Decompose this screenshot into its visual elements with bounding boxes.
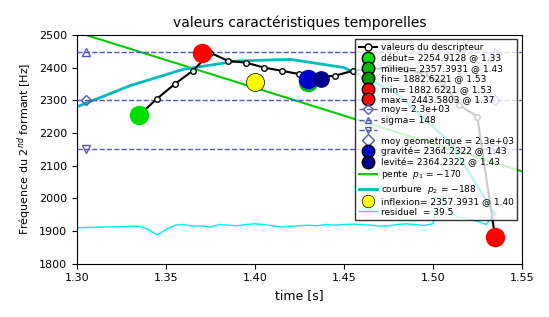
Legend: valeurs du descripteur, début= 2254.9128 @ 1.33, milieu= 2357.3931 @ 1.43, fin= : valeurs du descripteur, début= 2254.9128… <box>355 39 517 220</box>
Title: valeurs caractéristiques temporelles: valeurs caractéristiques temporelles <box>172 15 426 29</box>
Y-axis label: Fréquence du 2$^{nd}$ formant [Hz]: Fréquence du 2$^{nd}$ formant [Hz] <box>15 63 33 236</box>
X-axis label: time [s]: time [s] <box>275 289 324 302</box>
